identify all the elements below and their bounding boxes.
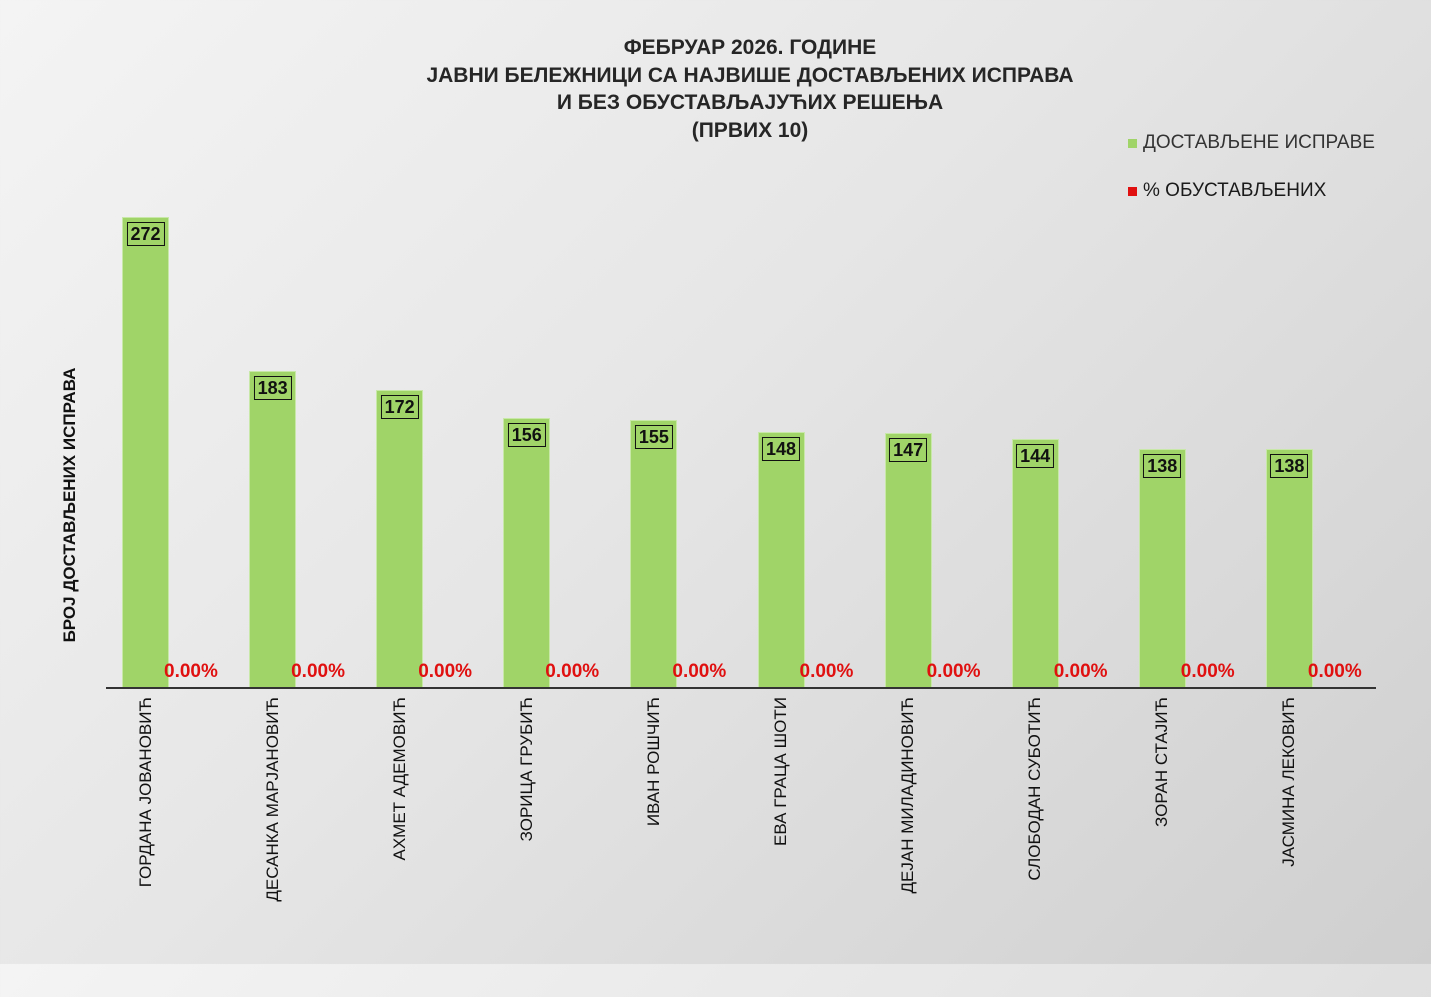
green-square-icon [1128,138,1137,148]
bar-value-label: 138 [1270,454,1309,479]
bar: 147 [884,433,932,688]
bar: 144 [1011,438,1059,688]
title-line: И БЕЗ ОБУСТАВЉАЈУЋИХ РЕШЕЊА [556,91,944,114]
category-label: ДЕСАНКА МАРЈАНОВИЋ [262,697,282,902]
legend-item-suspended: % ОБУСТАВЉЕНИХ [1128,178,1375,204]
legend-item-delivered: ДОСТАВЉЕНЕ ИСПРАВЕ [1128,130,1375,156]
percent-label: 0.00% [926,661,981,682]
bar: 172 [376,390,424,688]
bar: 156 [503,417,551,688]
bar: 272 [122,217,169,688]
plot-area: 272 0.00% ГОРДАНА ЈОВАНОВИЋ 183 0.00% ДЕСАНКА… [122,217,1362,902]
percent-label: 0.00% [545,661,600,682]
legend-label: ДОСТАВЉЕНЕ ИСПРАВЕ [1143,132,1375,153]
category-label: ДЕЈАН МИЛАДИНОВИЋ [898,697,918,894]
title-line: ФЕБРУАР 2026. ГОДИНЕ [623,36,877,59]
percent-label: 0.00% [164,661,218,682]
percent-label: 0.00% [1180,661,1235,682]
category-label: СЛОБОДАН СУБОТИЋ [1025,697,1045,881]
bar-value-label: 144 [1016,443,1055,468]
category-label: ИВАН РОШЧИЋ [643,697,663,827]
percent-label: 0.00% [799,661,854,682]
chart-title: ФЕБРУАР 2026. ГОДИНЕ ЈАВНИ БЕЛЕЖНИЦИ СА … [300,34,1200,144]
bar: 155 [630,419,678,688]
category-label: ЈАСМИНА ЛЕКОВИЋ [1279,697,1299,867]
bar: 148 [757,431,805,688]
percent-label: 0.00% [1307,661,1362,682]
percent-label: 0.00% [418,661,473,682]
bar-value-label: 156 [507,422,546,447]
bar-value-label: 147 [889,438,928,463]
percent-label: 0.00% [672,661,727,682]
bar: 183 [249,371,297,688]
bar-value-label: 172 [380,395,419,420]
category-label: ЗОРАН СТАЈИЋ [1152,697,1172,827]
percent-label: 0.00% [291,661,345,682]
category-label: ГОРДАНА ЈОВАНОВИЋ [135,697,155,888]
bar: 138 [1138,449,1186,688]
x-axis-line [106,687,1376,689]
legend: ДОСТАВЉЕНЕ ИСПРАВЕ % ОБУСТАВЉЕНИХ [1128,130,1375,226]
bar-value-label: 138 [1143,454,1182,479]
bar: 138 [1265,449,1313,688]
bar-value-label: 148 [761,436,801,461]
category-label: ЗОРИЦА ГРУБИЋ [516,697,536,842]
red-square-icon [1128,186,1137,196]
title-line: (ПРВИХ 10) [691,118,809,142]
bar-value-label: 183 [253,376,292,401]
bar-value-label: 272 [126,222,165,246]
legend-label: % ОБУСТАВЉЕНИХ [1143,180,1327,201]
bar-value-label: 155 [634,424,673,449]
percent-label: 0.00% [1053,661,1108,682]
category-label: ЕВА ГРАЦА ШОТИ [771,697,790,846]
title-line: ЈАВНИ БЕЛЕЖНИЦИ СА НАЈВИШЕ ДОСТАВЉЕНИХ И… [426,63,1074,87]
category-label: АХМЕТ АДЕМОВИЋ [389,697,409,861]
